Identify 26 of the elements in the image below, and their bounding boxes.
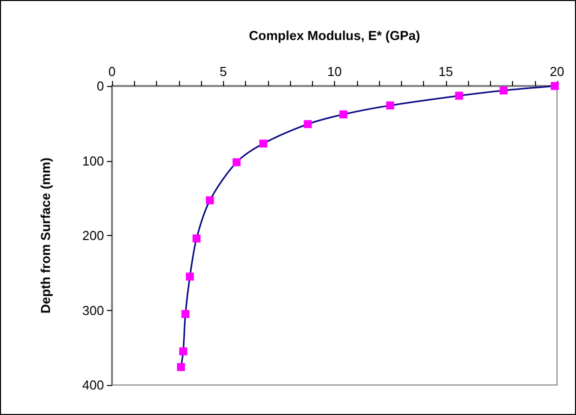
y-axis-title: Depth from Surface (mm) bbox=[38, 157, 53, 314]
point bbox=[259, 140, 268, 148]
x-tick-label: 10 bbox=[327, 64, 342, 79]
y-tick-label: 0 bbox=[96, 78, 104, 94]
y-tick-label: 300 bbox=[82, 302, 104, 318]
point bbox=[192, 234, 201, 242]
point bbox=[339, 110, 348, 118]
point bbox=[181, 310, 190, 318]
point bbox=[232, 158, 241, 166]
point bbox=[304, 120, 312, 128]
point bbox=[550, 82, 559, 90]
x-axis-title: Complex Modulus, E* (GPa) bbox=[248, 28, 420, 43]
point bbox=[176, 363, 185, 372]
point bbox=[386, 101, 394, 110]
point bbox=[206, 196, 214, 204]
point bbox=[186, 272, 194, 281]
x-tick-label: 20 bbox=[550, 64, 564, 79]
x-tick-label: 15 bbox=[438, 64, 453, 79]
y-tick-label: 400 bbox=[82, 378, 104, 392]
y-tick-label: 200 bbox=[82, 228, 104, 243]
point bbox=[179, 347, 188, 356]
x-tick-label: 0 bbox=[108, 64, 116, 79]
point bbox=[500, 86, 508, 94]
point bbox=[455, 92, 464, 100]
x-tick-label: 5 bbox=[220, 64, 227, 79]
y-tick-label: 100 bbox=[82, 153, 104, 168]
